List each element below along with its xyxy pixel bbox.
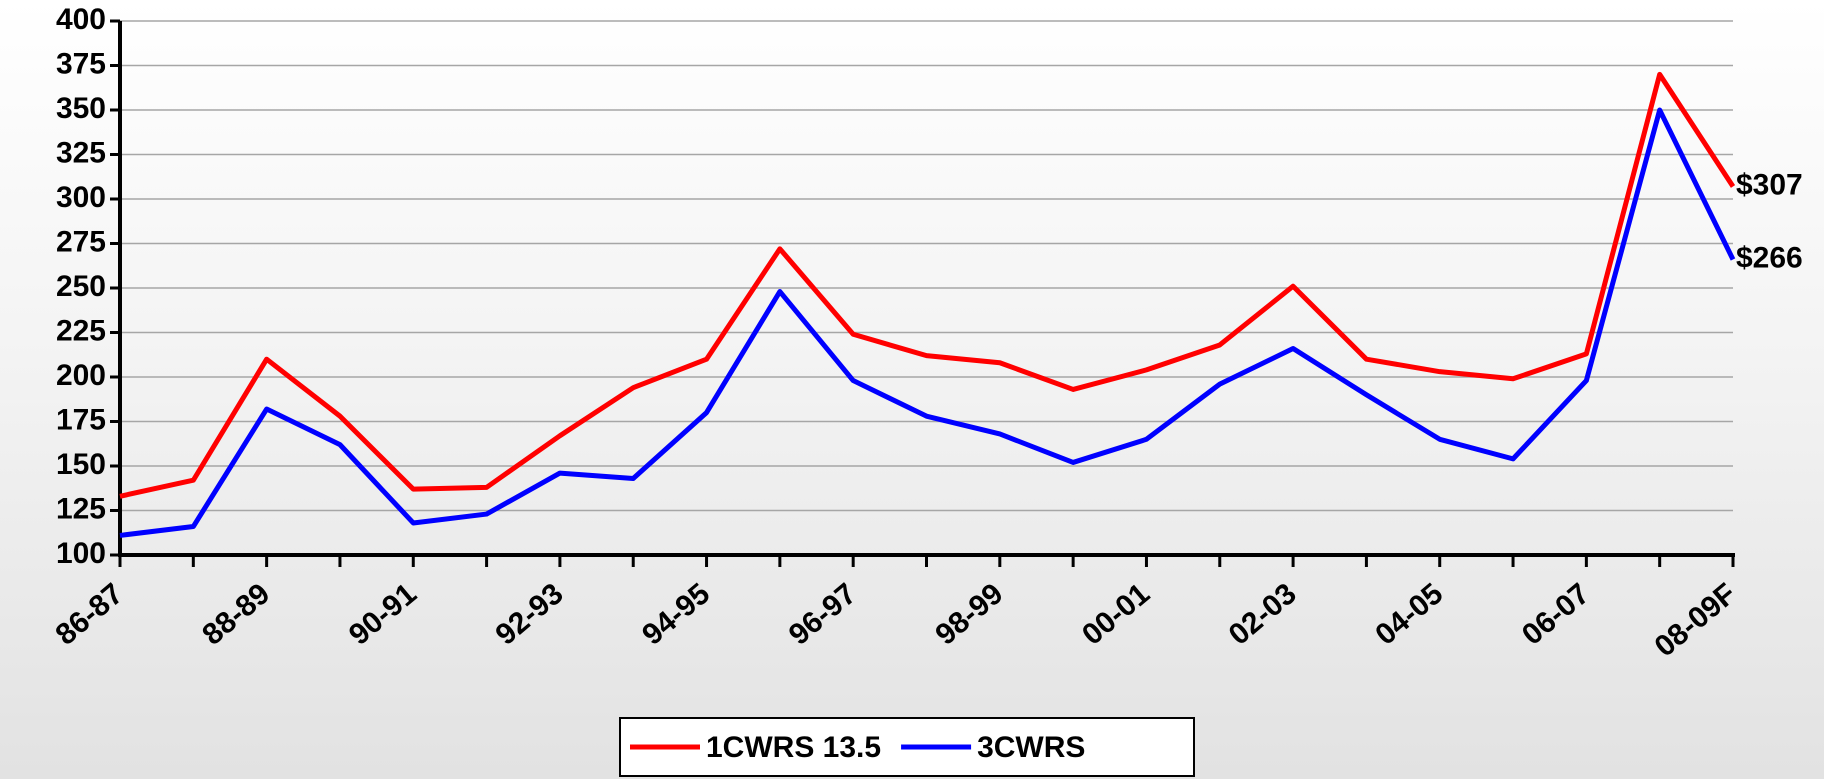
legend: 1CWRS 13.5 3CWRS [619,717,1195,777]
y-tick-label: 150 [56,448,106,481]
value-label: $266 [1736,241,1803,274]
y-tick-label: 225 [56,314,106,347]
series-line [119,107,1736,538]
y-tick-label: 200 [56,359,106,392]
value-label: $307 [1736,168,1803,201]
y-tick-label: 275 [56,225,106,258]
legend-label: 3CWRS [977,731,1085,764]
y-tick-label: 100 [56,537,106,570]
y-tick-label: 125 [56,492,106,525]
y-tick-label: 175 [56,403,106,436]
legend-label: 1CWRS 13.5 [706,731,881,764]
y-tick-label: 300 [56,181,106,214]
y-tick-label: 250 [56,270,106,303]
y-tick-label: 400 [56,3,106,36]
y-tick-label: 375 [56,47,106,80]
y-tick-label: 350 [56,92,106,125]
y-tick-label: 325 [56,136,106,169]
series-line [119,71,1736,499]
